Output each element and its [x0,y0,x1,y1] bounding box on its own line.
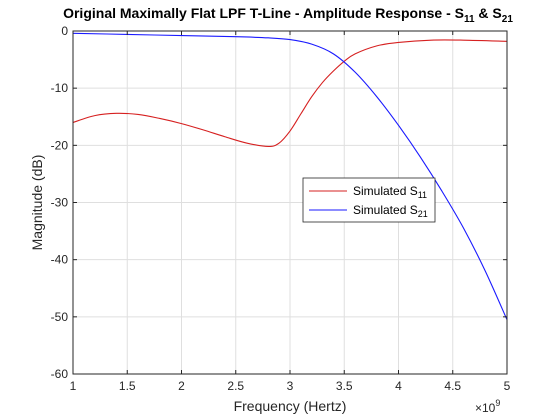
x-tick-label: 3.5 [336,379,353,393]
x-tick-label: 3 [287,379,294,393]
y-tick-label: -60 [51,367,69,381]
x-exponent-power: 9 [495,398,500,408]
chart-title: Original Maximally Flat LPF T-Line - Amp… [63,5,513,25]
y-tick-label: -40 [51,253,69,267]
title-main: Original Maximally Flat LPF T-Line - Amp… [63,5,464,21]
x-exponent-base: ×10 [475,401,496,415]
series-line-s11 [72,39,508,148]
y-tick-label: -10 [51,81,69,95]
legend-label-s21-main: Simulated S [353,203,418,217]
x-tick-label: 1.5 [119,379,136,393]
y-tick-label: -50 [51,310,69,324]
y-tick-label: -20 [51,138,69,152]
title-amp: & S [475,5,502,21]
tick-marks [72,30,508,375]
legend-label-s11-sub: 11 [418,190,427,200]
legend: Simulated S11 Simulated S21 [302,177,436,223]
x-exponent: ×109 [475,398,500,415]
legend-label-s11-main: Simulated S [353,184,418,198]
x-axis-label: Frequency (Hertz) [234,398,347,414]
series-line-s21 [72,32,508,320]
legend-label-s21-sub: 21 [418,209,428,219]
legend-label-s21: Simulated S21 [353,203,428,219]
y-tick-label: 0 [61,24,68,38]
x-tick-label: 5 [504,379,511,393]
y-axis-label: Magnitude (dB) [29,155,45,251]
x-tick-label: 2.5 [227,379,244,393]
legend-label-s11: Simulated S11 [353,184,427,200]
y-tick-label: -30 [51,196,69,210]
legend-box [302,177,436,223]
y-tick-labels: 0 -10 -20 -30 -40 -50 -60 [51,24,69,381]
x-tick-label: 4.5 [444,379,461,393]
x-tick-labels: 1 1.5 2 2.5 3 3.5 4 4.5 5 [70,379,511,393]
title-sub-2: 21 [502,14,514,25]
x-tick-label: 2 [178,379,185,393]
title-sub-1: 11 [464,14,475,25]
series-group [72,32,508,320]
x-tick-label: 1 [70,379,77,393]
x-tick-label: 4 [395,379,402,393]
